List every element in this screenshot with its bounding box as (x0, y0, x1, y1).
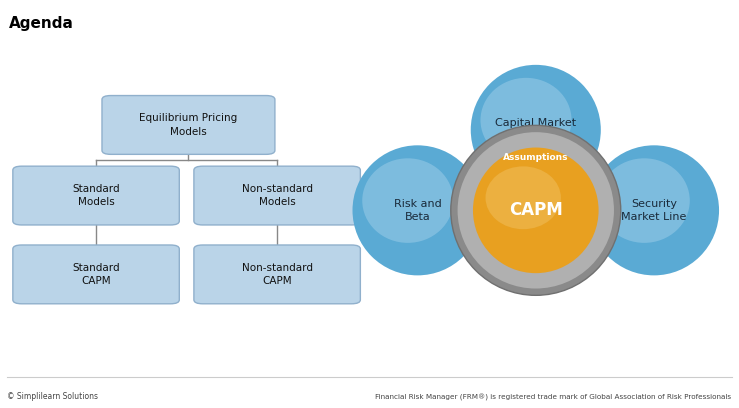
Text: Assumptions: Assumptions (503, 153, 568, 162)
Ellipse shape (362, 158, 453, 243)
Text: Non-standard
CAPM: Non-standard CAPM (242, 263, 313, 286)
Ellipse shape (589, 145, 719, 275)
Ellipse shape (599, 158, 689, 243)
FancyBboxPatch shape (13, 245, 180, 304)
Ellipse shape (457, 132, 614, 288)
Text: Standard
Models: Standard Models (72, 184, 120, 207)
Text: Agenda: Agenda (9, 16, 74, 31)
Ellipse shape (471, 65, 601, 195)
Text: Non-standard
Models: Non-standard Models (242, 184, 313, 207)
Text: CAPM: CAPM (509, 201, 562, 220)
FancyBboxPatch shape (194, 245, 361, 304)
FancyBboxPatch shape (194, 166, 361, 225)
Text: © Simplilearn Solutions: © Simplilearn Solutions (7, 392, 98, 401)
Text: Risk and
Beta: Risk and Beta (394, 199, 441, 222)
Text: Standard
CAPM: Standard CAPM (72, 263, 120, 286)
FancyBboxPatch shape (102, 95, 275, 154)
Ellipse shape (486, 166, 561, 229)
Text: Security
Market Line: Security Market Line (621, 199, 687, 222)
FancyBboxPatch shape (13, 166, 180, 225)
Ellipse shape (353, 145, 483, 275)
Text: Capital Market
Line: Capital Market Line (495, 118, 576, 142)
Ellipse shape (473, 148, 599, 273)
Text: Financial Risk Manager (FRM®) is registered trade mark of Global Association of : Financial Risk Manager (FRM®) is registe… (375, 393, 732, 401)
Text: Equilibrium Pricing
Models: Equilibrium Pricing Models (140, 113, 237, 137)
Ellipse shape (480, 78, 571, 162)
Ellipse shape (451, 125, 621, 295)
